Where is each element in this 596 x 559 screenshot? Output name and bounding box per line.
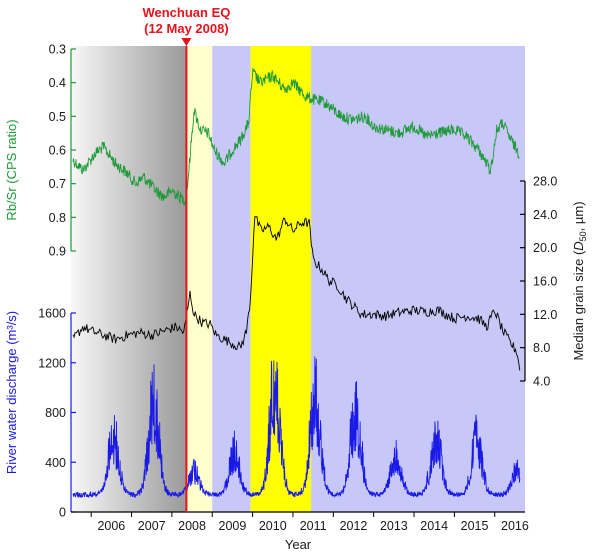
annotation-label-line1: Wenchuan EQ <box>142 5 230 20</box>
x-tick-label: 2008 <box>178 519 206 533</box>
grain-tick-label: 16.0 <box>533 275 557 289</box>
earthquake-annotation: Wenchuan EQ (12 May 2008) <box>142 5 230 512</box>
axes: 0.3 0.4 0.5 0.6 0.7 0.8 0.9 Rb/Sr (CPS ratio) 4.… <box>4 43 588 534</box>
x-tick-label: 2015 <box>461 519 489 533</box>
series-lines <box>72 67 521 499</box>
discharge-tick-label: 1200 <box>38 356 66 370</box>
discharge-axis-title: River water discharge (m³/s) <box>4 311 19 474</box>
discharge-series-line <box>72 356 521 499</box>
rbsr-series-line <box>72 67 520 206</box>
rbsr-tick-label: 0.5 <box>49 110 66 124</box>
discharge-tick-label: 400 <box>45 456 66 470</box>
rbsr-tick-label: 0.3 <box>49 43 66 57</box>
x-tick-label: 2010 <box>259 519 287 533</box>
rbsr-tick-label: 0.7 <box>49 177 66 191</box>
rbsr-tick-label: 0.9 <box>49 245 66 259</box>
grain-tick-label: 20.0 <box>533 241 557 255</box>
x-tick-label: 2011 <box>300 519 327 533</box>
annotation-label-line2: (12 May 2008) <box>144 21 229 36</box>
grain-tick-label: 12.0 <box>533 308 557 322</box>
shaded-periods <box>71 46 525 512</box>
grain-tick-label: 28.0 <box>533 175 557 189</box>
rbsr-tick-label: 0.6 <box>49 144 66 158</box>
grain-tick-label: 4.0 <box>533 375 550 389</box>
grain-tick-label: 8.0 <box>533 341 550 355</box>
discharge-tick-label: 0 <box>59 506 66 520</box>
grain-series-line <box>72 215 521 371</box>
rbsr-axis-title: Rb/Sr (CPS ratio) <box>4 119 19 220</box>
x-tick-label: 2014 <box>420 519 448 533</box>
x-tick-label: 2013 <box>380 519 408 533</box>
rbsr-tick-label: 0.8 <box>49 211 66 225</box>
shaded-period-1 <box>186 46 213 512</box>
earthquake-arrow <box>181 38 192 46</box>
rbsr-tick-label: 0.4 <box>49 76 66 90</box>
x-tick-label: 2012 <box>340 519 368 533</box>
x-tick-label: 2006 <box>97 519 125 533</box>
x-tick-label: 2016 <box>501 519 529 533</box>
discharge-tick-label: 800 <box>45 406 66 420</box>
grain-axis-title: Median grain size (D50, µm) <box>571 201 588 360</box>
x-tick-label: 2009 <box>219 519 247 533</box>
grain-tick-label: 24.0 <box>533 208 557 222</box>
x-axis-title: Year <box>285 537 312 552</box>
discharge-tick-label: 1600 <box>38 307 66 321</box>
x-tick-label: 2007 <box>138 519 166 533</box>
shaded-period-0 <box>71 46 187 512</box>
shaded-period-4 <box>311 46 525 512</box>
shaded-period-2 <box>212 46 251 512</box>
